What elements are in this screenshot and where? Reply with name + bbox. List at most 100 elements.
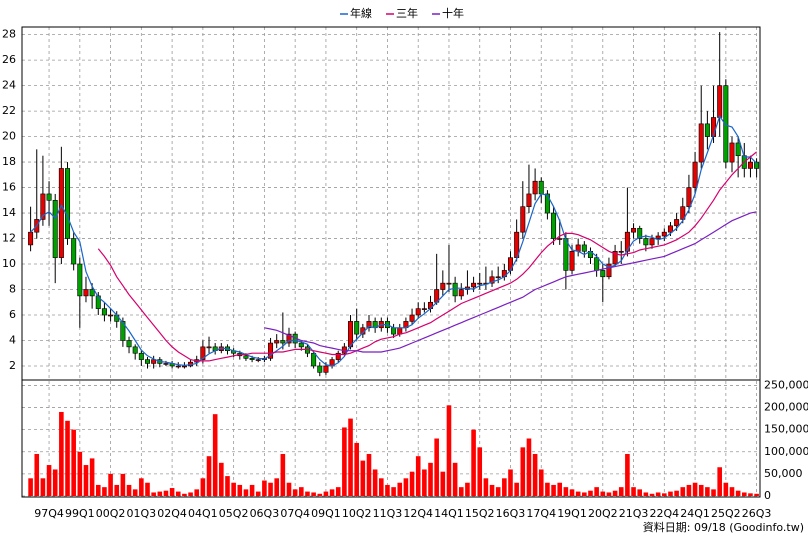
y2-tick-label: 50,000 xyxy=(764,467,803,480)
volume-bar xyxy=(305,491,310,496)
candle-body xyxy=(348,321,354,348)
volume-bar xyxy=(243,489,249,496)
y-tick-label: 18 xyxy=(2,155,16,168)
volume-bar xyxy=(477,447,483,496)
candle-body xyxy=(397,327,403,335)
volume-bar xyxy=(237,484,243,496)
y2-tick-label: 250,000 xyxy=(764,378,808,391)
candle-body xyxy=(649,238,655,246)
volume-bar xyxy=(748,493,753,496)
volume-bar xyxy=(151,492,156,496)
candle-body xyxy=(243,355,249,359)
volume-bar xyxy=(483,478,489,496)
volume-bar xyxy=(126,484,132,496)
candle-body xyxy=(544,193,550,214)
volume-bar xyxy=(225,476,230,496)
candle-body xyxy=(421,308,427,310)
volume-bar xyxy=(182,493,187,496)
volume-bar xyxy=(440,471,446,496)
candle-body xyxy=(40,193,46,220)
legend-label: 三年 xyxy=(396,6,418,20)
candle-body xyxy=(298,342,304,348)
volume-bar xyxy=(643,492,649,496)
candle-body xyxy=(335,352,341,360)
x-tick-label: 17Q4 xyxy=(526,507,556,520)
volume-bar xyxy=(65,420,70,496)
volume-bar xyxy=(594,487,599,496)
volume-bar xyxy=(280,453,286,496)
volume-bar xyxy=(397,482,403,496)
candle-body xyxy=(132,346,138,354)
volume-bar xyxy=(212,414,218,496)
candle-body xyxy=(551,212,557,239)
y2-tick-label: 200,000 xyxy=(764,401,808,414)
x-tick-label: 09Q1 xyxy=(311,507,341,520)
y-tick-label: 6 xyxy=(9,308,16,321)
candle-body xyxy=(520,206,526,233)
candle-body xyxy=(600,270,606,278)
volume-bar xyxy=(274,478,280,496)
volume-bar xyxy=(200,478,206,496)
candle-body xyxy=(28,231,34,246)
volume-bar xyxy=(28,478,33,496)
x-tick-label: 10Q2 xyxy=(342,507,372,520)
candle-body xyxy=(274,340,280,344)
volume-bar xyxy=(52,469,58,496)
ma-line xyxy=(97,151,757,362)
candle-body xyxy=(569,250,575,271)
volume-bar xyxy=(59,411,64,496)
volume-bar xyxy=(563,487,569,496)
volume-bar xyxy=(132,489,138,496)
volume-bar xyxy=(489,484,495,496)
candle-body xyxy=(83,289,89,297)
ma-line xyxy=(30,114,758,367)
volume-bar xyxy=(372,469,378,496)
volume-bar xyxy=(114,484,120,496)
candle-body xyxy=(391,327,397,335)
y-tick-label: 26 xyxy=(2,53,16,66)
x-tick-label: 19Q1 xyxy=(557,507,587,520)
candle-body xyxy=(446,282,452,285)
volume-bar xyxy=(741,492,747,496)
volume-bar xyxy=(526,438,532,496)
volume-bar xyxy=(409,471,415,496)
volume-bar xyxy=(452,462,458,496)
volume-bar xyxy=(139,478,144,496)
candle-body xyxy=(723,85,729,163)
volume-bar xyxy=(354,442,359,496)
volume-bar xyxy=(532,453,538,496)
x-tick-label: 11Q3 xyxy=(373,507,403,520)
candle-body xyxy=(612,250,618,265)
x-tick-label: 20Q2 xyxy=(588,507,618,520)
volume-bar xyxy=(299,487,304,496)
candle-body xyxy=(323,365,329,373)
candle-body xyxy=(674,219,680,227)
volume-bar xyxy=(557,482,563,496)
candle-body xyxy=(255,359,261,361)
volume-bar xyxy=(95,484,101,496)
volume-bar xyxy=(600,491,606,496)
candle-body xyxy=(735,142,741,157)
volume-bar xyxy=(206,456,212,496)
volume-bar xyxy=(569,489,575,496)
candle-body xyxy=(754,161,760,169)
x-tick-label: 05Q2 xyxy=(219,507,249,520)
volume-bar xyxy=(385,484,390,496)
volume-bar xyxy=(348,418,353,496)
candle-body xyxy=(415,308,421,316)
candle-body xyxy=(717,85,723,118)
x-tick-label: 24Q1 xyxy=(680,507,710,520)
candle-body xyxy=(280,340,286,344)
volume-bar xyxy=(219,462,224,496)
y-tick-label: 10 xyxy=(2,257,16,270)
candle-body xyxy=(46,193,52,201)
volume-bar xyxy=(545,482,550,496)
volume-bar xyxy=(735,490,741,496)
candle-body xyxy=(667,225,673,233)
y2-tick-label: 0 xyxy=(764,489,771,502)
volume-bar xyxy=(692,482,698,496)
volume-bar xyxy=(83,465,89,496)
volume-bar xyxy=(705,487,710,496)
volume-bar xyxy=(458,487,464,496)
candle-body xyxy=(747,161,753,169)
